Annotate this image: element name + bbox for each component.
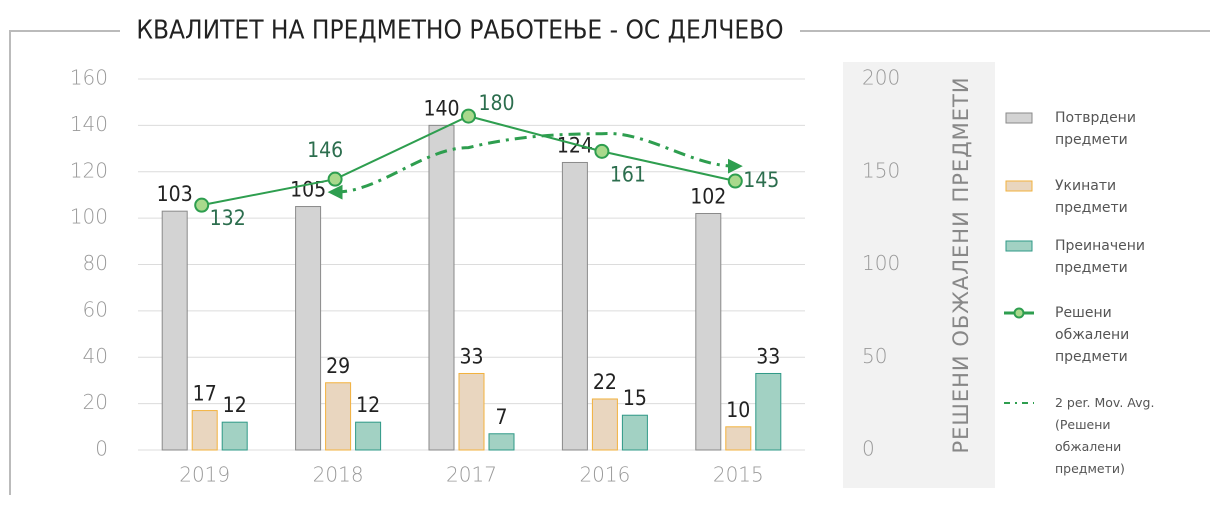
- y2-panel: [843, 62, 995, 488]
- data-label: 102: [690, 184, 726, 208]
- moving-average: [327, 132, 743, 200]
- bar: [458, 372, 485, 451]
- legend-label: Укинати предмети: [1055, 178, 1128, 216]
- data-label: 124: [557, 133, 593, 157]
- x-tick-label: 2018: [313, 463, 364, 487]
- y2-tick-label: 100: [862, 251, 900, 275]
- legend-swatch: [1005, 180, 1033, 192]
- data-label: 15: [623, 386, 647, 410]
- bar: [695, 212, 722, 451]
- line-marker: [594, 143, 610, 159]
- data-label: 140: [423, 96, 459, 120]
- data-label: 146: [307, 138, 343, 162]
- data-label: 33: [459, 344, 483, 368]
- bar: [325, 382, 352, 451]
- legend-swatch: [1005, 240, 1033, 252]
- y-tick-label: 60: [83, 297, 108, 321]
- bar: [591, 398, 618, 451]
- legend-label: Потврдени предмети: [1055, 110, 1136, 148]
- x-tick-label: 2016: [579, 463, 630, 487]
- x-tick-label: 2015: [713, 463, 764, 487]
- y2-axis-title: РЕШЕНИ ОБЖАЛЕНИ ПРЕДМЕТИ: [949, 76, 973, 453]
- bar: [191, 410, 218, 451]
- legend-swatch: [1005, 112, 1033, 124]
- y-tick-label: 40: [83, 344, 108, 368]
- y2-tick-label: 150: [862, 158, 900, 182]
- x-tick-label: 2017: [446, 463, 497, 487]
- y2-tick-label: 50: [862, 344, 887, 368]
- data-label: 33: [756, 344, 780, 368]
- chart-title: КВАЛИТЕТ НА ПРЕДМЕТНО РАБОТЕЊЕ - ОС ДЕЛЧ…: [136, 16, 783, 46]
- legend-label: 2 per. Mov. Avg. (Решени обжалени предме…: [1055, 395, 1155, 476]
- y2-tick-label: 0: [862, 437, 875, 461]
- y-tick-label: 140: [70, 112, 108, 136]
- bar: [725, 426, 752, 451]
- bar: [161, 210, 188, 451]
- bar: [221, 421, 248, 451]
- line-marker: [461, 108, 476, 124]
- data-label: 103: [157, 182, 193, 206]
- y-tick-label: 160: [70, 66, 108, 90]
- bar: [488, 433, 515, 451]
- bar: [561, 161, 588, 451]
- line-marker: [327, 171, 343, 187]
- x-tick-label: 2019: [179, 463, 230, 487]
- data-label: 29: [326, 354, 350, 378]
- bar: [755, 372, 782, 451]
- y-tick-label: 120: [70, 158, 108, 182]
- legend-swatch: [1013, 307, 1025, 319]
- data-label: 12: [223, 393, 247, 417]
- y-tick-label: 80: [83, 251, 108, 275]
- bar: [428, 124, 455, 451]
- bar: [295, 206, 322, 451]
- data-label: 132: [210, 206, 246, 230]
- bar: [621, 414, 648, 451]
- data-label: 180: [478, 91, 514, 115]
- data-label: 17: [193, 382, 217, 406]
- line-marker: [194, 197, 210, 213]
- line-marker: [727, 173, 743, 189]
- data-label: 7: [495, 405, 507, 429]
- legend-label: Преиначени предмети: [1055, 238, 1145, 276]
- line: [201, 115, 736, 207]
- y-tick-label: 0: [95, 437, 108, 461]
- data-label: 10: [726, 398, 750, 422]
- data-label: 145: [743, 168, 779, 192]
- y-tick-label: 20: [83, 390, 108, 414]
- legend-label: Решени обжалени предмети: [1055, 305, 1130, 365]
- data-label: 22: [593, 370, 617, 394]
- data-label: 12: [356, 393, 380, 417]
- y-tick-label: 100: [70, 205, 108, 229]
- data-label: 161: [610, 162, 646, 186]
- bar: [355, 421, 382, 451]
- y2-tick-label: 200: [862, 66, 900, 90]
